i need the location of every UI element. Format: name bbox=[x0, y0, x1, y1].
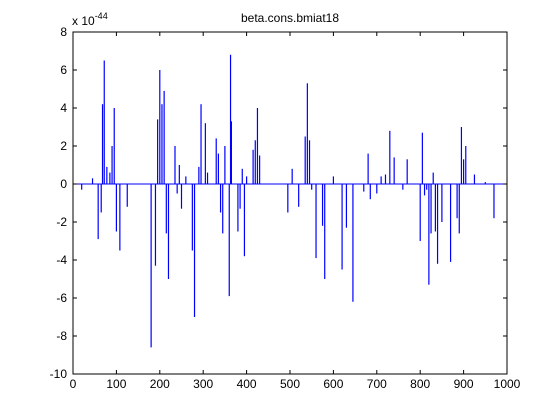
axis-scale-base: x 10 bbox=[72, 14, 95, 28]
x-axis: 0 100 200 300 400 500 600 700 800 900 1000 bbox=[70, 32, 521, 391]
x-tick-label: 100 bbox=[106, 377, 126, 391]
x-tick-label: 500 bbox=[280, 377, 300, 391]
x-tick-label: 600 bbox=[323, 377, 343, 391]
y-tick-label: -2 bbox=[56, 215, 67, 229]
y-tick-label: 6 bbox=[60, 63, 67, 77]
y-tick-label: 0 bbox=[60, 177, 67, 191]
axis-scale-label: x 10-44 bbox=[72, 11, 108, 28]
y-tick-label: 4 bbox=[60, 101, 67, 115]
x-tick-label: 300 bbox=[193, 377, 213, 391]
x-tick-label: 200 bbox=[150, 377, 170, 391]
y-tick-label: 8 bbox=[60, 25, 67, 39]
x-tick-label: 900 bbox=[454, 377, 474, 391]
chart-title: beta.cons.bmiat18 bbox=[241, 11, 339, 25]
bars-group bbox=[81, 54, 495, 348]
y-tick-label: 2 bbox=[60, 139, 67, 153]
y-tick-label: -4 bbox=[56, 253, 67, 267]
y-tick-label: -8 bbox=[56, 329, 67, 343]
y-tick-label: -6 bbox=[56, 291, 67, 305]
axis-scale-exponent: -44 bbox=[95, 11, 108, 21]
y-tick-label: -10 bbox=[50, 367, 68, 381]
plot-area bbox=[73, 32, 507, 374]
x-tick-label: 400 bbox=[237, 377, 257, 391]
x-tick-label: 0 bbox=[70, 377, 77, 391]
y-axis: -10 -8 -6 -4 -2 0 2 4 6 8 bbox=[50, 25, 507, 381]
x-tick-label: 800 bbox=[410, 377, 430, 391]
x-tick-label: 700 bbox=[367, 377, 387, 391]
x-tick-label: 1000 bbox=[494, 377, 521, 391]
